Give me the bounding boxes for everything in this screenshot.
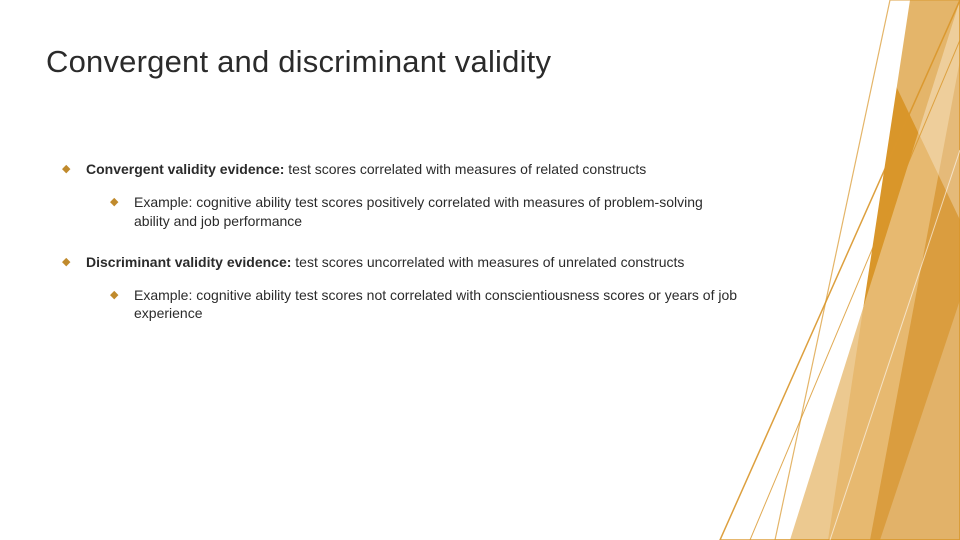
- bullet-level1: Discriminant validity evidence: test sco…: [62, 253, 742, 324]
- bullet-level1: Convergent validity evidence: test score…: [62, 160, 742, 231]
- bullet-text: test scores uncorrelated with measures o…: [295, 254, 684, 270]
- bullet-bold: Convergent validity evidence:: [86, 161, 288, 177]
- slide: Convergent and discriminant validity Con…: [0, 0, 960, 540]
- bullet-bold: Discriminant validity evidence:: [86, 254, 295, 270]
- subbullet-text: Example: cognitive ability test scores n…: [134, 287, 737, 322]
- slide-content: Convergent validity evidence: test score…: [62, 160, 742, 345]
- subbullet-text: Example: cognitive ability test scores p…: [134, 194, 703, 229]
- bullet-level2: Example: cognitive ability test scores n…: [110, 286, 742, 324]
- deco-svg: [680, 0, 960, 540]
- slide-title: Convergent and discriminant validity: [46, 44, 551, 80]
- bullet-text: test scores correlated with measures of …: [288, 161, 646, 177]
- bullet-level2: Example: cognitive ability test scores p…: [110, 193, 742, 231]
- decorative-graphic: [680, 0, 960, 540]
